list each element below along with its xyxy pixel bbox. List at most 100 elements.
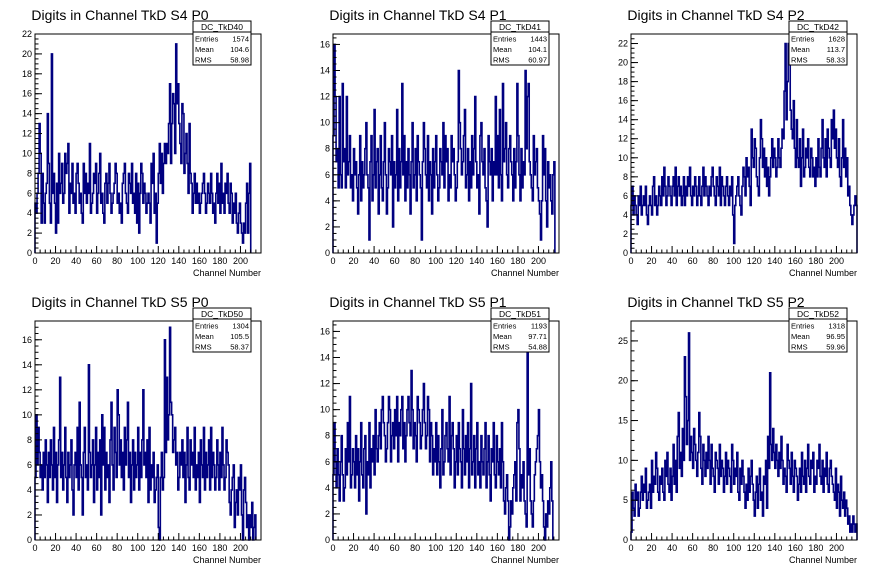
x-tick-label: 200	[829, 256, 844, 266]
histogram-pad: Digits in Channel TkD S4 P20 20 40 60 80 100 1…	[618, 7, 858, 278]
histogram-series-line	[630, 42, 858, 253]
stats-label: Entries	[195, 35, 219, 44]
stats-value: 97.71	[528, 332, 547, 341]
x-tick-label: 100	[428, 543, 443, 553]
x-tick-label: 60	[390, 256, 400, 266]
y-tick-label: 22	[22, 29, 32, 39]
y-tick-label: 18	[22, 69, 32, 79]
y-tick-label: 6	[325, 457, 330, 467]
x-tick-label: 200	[531, 543, 546, 553]
stats-name: DC_TkD42	[797, 22, 839, 32]
histogram-pad: Digits in Channel TkD S4 P00 20 40 60 80 100 1…	[22, 7, 262, 278]
x-tick-label: 120	[151, 543, 166, 553]
stats-value: 1628	[828, 35, 845, 44]
y-tick-label: 20	[22, 49, 32, 59]
y-tick-label: 0	[325, 248, 330, 258]
stats-value: 54.88	[528, 343, 547, 352]
stats-label: Entries	[195, 322, 219, 331]
x-tick-label: 200	[233, 256, 248, 266]
y-tick-label: 20	[618, 58, 628, 68]
x-tick-label: 100	[726, 543, 741, 553]
x-tick-label: 0	[628, 543, 633, 553]
y-tick-label: 2	[27, 510, 32, 520]
y-tick-label: 14	[618, 115, 628, 125]
chart-title: Digits in Channel TkD S4 P1	[329, 7, 506, 23]
stats-value: 105.5	[230, 332, 249, 341]
stats-value: 59.96	[826, 343, 845, 352]
x-tick-label: 160	[788, 256, 803, 266]
stats-value: 96.95	[826, 332, 845, 341]
y-tick-label: 10	[22, 410, 32, 420]
x-tick-label: 180	[212, 256, 227, 266]
stats-label: RMS	[493, 343, 510, 352]
y-tick-label: 12	[22, 129, 32, 139]
y-tick-label: 0	[325, 535, 330, 545]
x-tick-label: 180	[510, 256, 525, 266]
histogram-series-line	[34, 43, 252, 253]
stats-value: 104.1	[528, 45, 547, 54]
x-tick-label: 180	[808, 256, 823, 266]
stats-box	[788, 307, 848, 353]
y-tick-label: 4	[27, 208, 32, 218]
x-tick-label: 80	[708, 543, 718, 553]
y-tick-label: 14	[320, 66, 330, 76]
x-tick-label: 180	[808, 543, 823, 553]
x-tick-label: 140	[469, 256, 484, 266]
x-tick-label: 160	[788, 543, 803, 553]
x-tick-label: 0	[330, 543, 335, 553]
stats-label: RMS	[195, 56, 212, 65]
x-tick-label: 0	[32, 543, 37, 553]
y-tick-label: 20	[618, 376, 628, 386]
histogram-series-line	[630, 332, 858, 540]
x-tick-label: 20	[51, 256, 61, 266]
y-tick-label: 16	[22, 335, 32, 345]
histogram-pad: Digits in Channel TkD S5 P10 20 40 60 80 100 1…	[320, 294, 560, 565]
x-tick-label: 160	[192, 256, 207, 266]
x-tick-label: 40	[667, 256, 677, 266]
y-tick-label: 10	[618, 455, 628, 465]
chart-title: Digits in Channel TkD S4 P2	[627, 7, 804, 23]
y-tick-label: 6	[27, 188, 32, 198]
histogram-series-line	[332, 343, 554, 541]
x-tick-label: 120	[449, 256, 464, 266]
x-tick-label: 80	[410, 256, 420, 266]
y-tick-label: 14	[320, 353, 330, 363]
y-tick-label: 15	[618, 416, 628, 426]
x-tick-label: 60	[92, 543, 102, 553]
y-tick-label: 2	[27, 228, 32, 238]
y-tick-label: 4	[623, 210, 628, 220]
stats-label: RMS	[791, 56, 808, 65]
stats-name: DC_TkD40	[201, 22, 243, 32]
stats-value: 1304	[232, 322, 249, 331]
y-tick-label: 10	[320, 405, 330, 415]
stats-label: Mean	[493, 332, 512, 341]
x-tick-label: 140	[171, 543, 186, 553]
y-tick-label: 6	[325, 170, 330, 180]
stats-label: Entries	[493, 35, 517, 44]
x-tick-label: 0	[32, 256, 37, 266]
stats-label: Mean	[493, 45, 512, 54]
y-tick-label: 8	[623, 172, 628, 182]
stats-label: Mean	[791, 45, 810, 54]
stats-box	[490, 20, 550, 66]
x-tick-label: 100	[428, 256, 443, 266]
y-tick-label: 12	[320, 92, 330, 102]
x-tick-label: 80	[708, 256, 718, 266]
x-tick-label: 60	[688, 256, 698, 266]
x-tick-label: 140	[767, 256, 782, 266]
y-tick-label: 8	[27, 435, 32, 445]
y-tick-label: 10	[618, 153, 628, 163]
x-tick-label: 60	[390, 543, 400, 553]
stats-value: 1193	[531, 322, 547, 331]
x-tick-label: 120	[151, 256, 166, 266]
stats-name: DC_TkD50	[201, 309, 243, 319]
x-tick-label: 80	[112, 256, 122, 266]
x-tick-label: 40	[667, 543, 677, 553]
stats-label: RMS	[493, 56, 510, 65]
histogram-pad: Digits in Channel TkD S4 P10 20 40 60 80 100 1…	[320, 7, 560, 278]
y-tick-label: 6	[623, 191, 628, 201]
x-tick-label: 0	[628, 256, 633, 266]
y-tick-label: 16	[22, 89, 32, 99]
stats-label: RMS	[791, 343, 808, 352]
x-tick-label: 140	[767, 543, 782, 553]
